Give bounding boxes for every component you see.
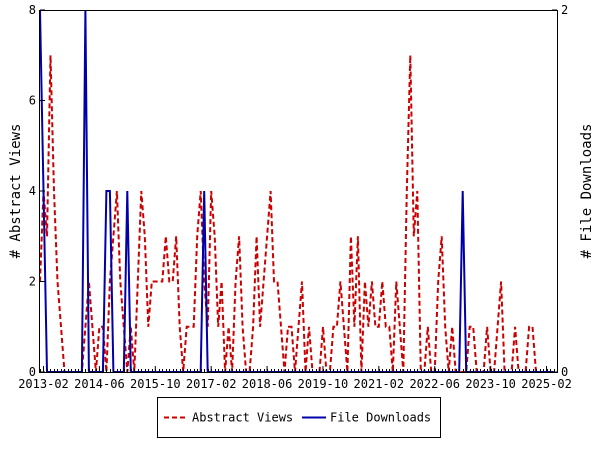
y-axis-label: # Abstract Views: [8, 124, 24, 259]
x-tick-label: 2018-06: [242, 377, 293, 391]
y2-tick-label: 2: [561, 3, 568, 17]
x-tick-label: 2013-02: [18, 377, 69, 391]
plot-frame: [39, 10, 558, 373]
legend: Abstract Views File Downloads: [157, 397, 441, 438]
x-tick-label: 2019-10: [298, 377, 349, 391]
legend-label-abstract-views: Abstract Views: [192, 411, 293, 425]
series-line-abstract-views: [39, 55, 554, 373]
x-tick-label: 2023-10: [465, 377, 516, 391]
x-tick-label: 2015-10: [130, 377, 181, 391]
legend-box: [157, 397, 441, 438]
y-tick-label: 2: [29, 275, 36, 289]
x-tick-label: 2021-02: [354, 377, 405, 391]
legend-label-file-downloads: File Downloads: [330, 411, 431, 425]
x-tick-label: 2025-02: [521, 377, 572, 391]
x-tick-label: 2022-06: [409, 377, 460, 391]
y-tick-label: 4: [29, 184, 36, 198]
y2-axis-label: # File Downloads: [579, 124, 595, 259]
y-tick-label: 0: [29, 365, 36, 379]
y-tick-label: 8: [29, 3, 36, 17]
series-layer: [39, 9, 554, 373]
y-tick-label: 6: [29, 94, 36, 108]
x-tick-label: 2017-02: [186, 377, 237, 391]
tick-layer: 2013-02 2014-06 2015-10 2017-02 2018-06 2019-…: [18, 3, 572, 391]
x-tick-label: 2014-06: [74, 377, 125, 391]
y2-tick-label: 0: [561, 365, 568, 379]
